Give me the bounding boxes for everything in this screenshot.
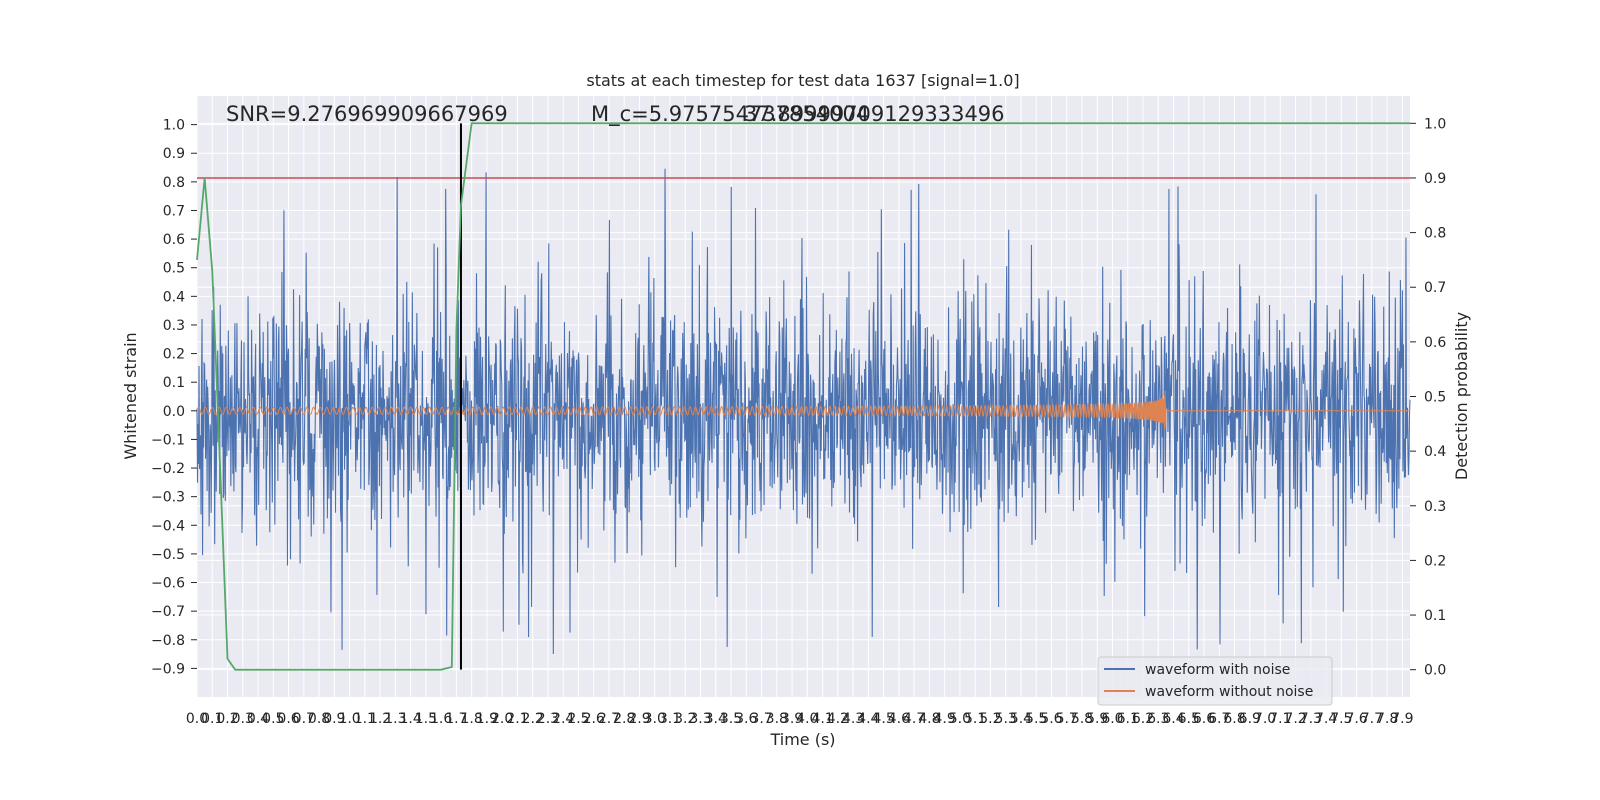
right-y-tick-label: 0.9	[1424, 171, 1446, 187]
y-tick-label: −0.5	[151, 547, 185, 563]
right-y-tick-label: 0.3	[1424, 499, 1446, 515]
right-y-tick-label: 0.5	[1424, 390, 1446, 406]
y-tick-label: 0.4	[163, 289, 185, 305]
y-tick-label: 0.9	[163, 146, 185, 162]
y-tick-label: −0.9	[151, 661, 185, 677]
y-tick-label: 0.3	[163, 318, 185, 334]
right-y-tick-label: 0.0	[1424, 663, 1446, 679]
legend-label-noise: waveform with noise	[1145, 662, 1290, 678]
right-y-axis-label: Detection probability	[1452, 312, 1471, 480]
overlapping-annotation: 37.89999709129333496	[744, 102, 1005, 126]
y-tick-label: 0.8	[163, 175, 185, 191]
right-y-tick-label: 1.0	[1424, 116, 1446, 132]
right-y-tick-label: 0.1	[1424, 608, 1446, 624]
y-tick-label: −0.4	[151, 518, 185, 534]
right-y-tick-label: 0.4	[1424, 444, 1446, 460]
y-tick-label: −0.1	[151, 432, 185, 448]
right-y-tick-label: 0.2	[1424, 553, 1446, 569]
y-tick-label: 0.0	[163, 404, 185, 420]
y-axis-label: Whitened strain	[121, 332, 140, 459]
x-axis-ticks: 0.00.10.20.30.40.50.60.70.80.91.01.11.21…	[186, 711, 1414, 727]
x-axis-label: Time (s)	[769, 730, 835, 749]
right-y-tick-label: 0.8	[1424, 226, 1446, 242]
right-y-tick-label: 0.6	[1424, 335, 1446, 351]
y-tick-label: −0.6	[151, 576, 185, 592]
y-tick-label: −0.2	[151, 461, 185, 477]
x-tick-label: 7.9	[1391, 711, 1413, 727]
legend-label-clean: waveform without noise	[1145, 684, 1313, 700]
right-y-tick-label: 0.7	[1424, 280, 1446, 296]
y-tick-label: −0.3	[151, 490, 185, 506]
snr-annotation: SNR=9.276969909667969	[226, 102, 508, 126]
y-tick-label: −0.8	[151, 633, 185, 649]
chart-title: stats at each timestep for test data 163…	[586, 71, 1019, 90]
y-tick-label: −0.7	[151, 604, 185, 620]
y-tick-label: 0.2	[163, 347, 185, 363]
right-y-axis-ticks: 0.0 0.1 0.2 0.3 0.4 0.5 0.6 0.7 0.8 0.9 1.0	[1410, 116, 1446, 678]
legend: waveform with noise waveform without noi…	[1098, 657, 1332, 705]
y-tick-label: 1.0	[163, 118, 185, 134]
y-tick-label: 0.5	[163, 261, 185, 277]
y-tick-label: 0.7	[163, 203, 185, 219]
y-tick-label: 0.1	[163, 375, 185, 391]
left-y-axis-ticks: −0.9 −0.8 −0.7 −0.6 −0.5 −0.4 −0.3 −0.2 −0.1 0.0 0…	[151, 118, 197, 678]
y-tick-label: 0.6	[163, 232, 185, 248]
